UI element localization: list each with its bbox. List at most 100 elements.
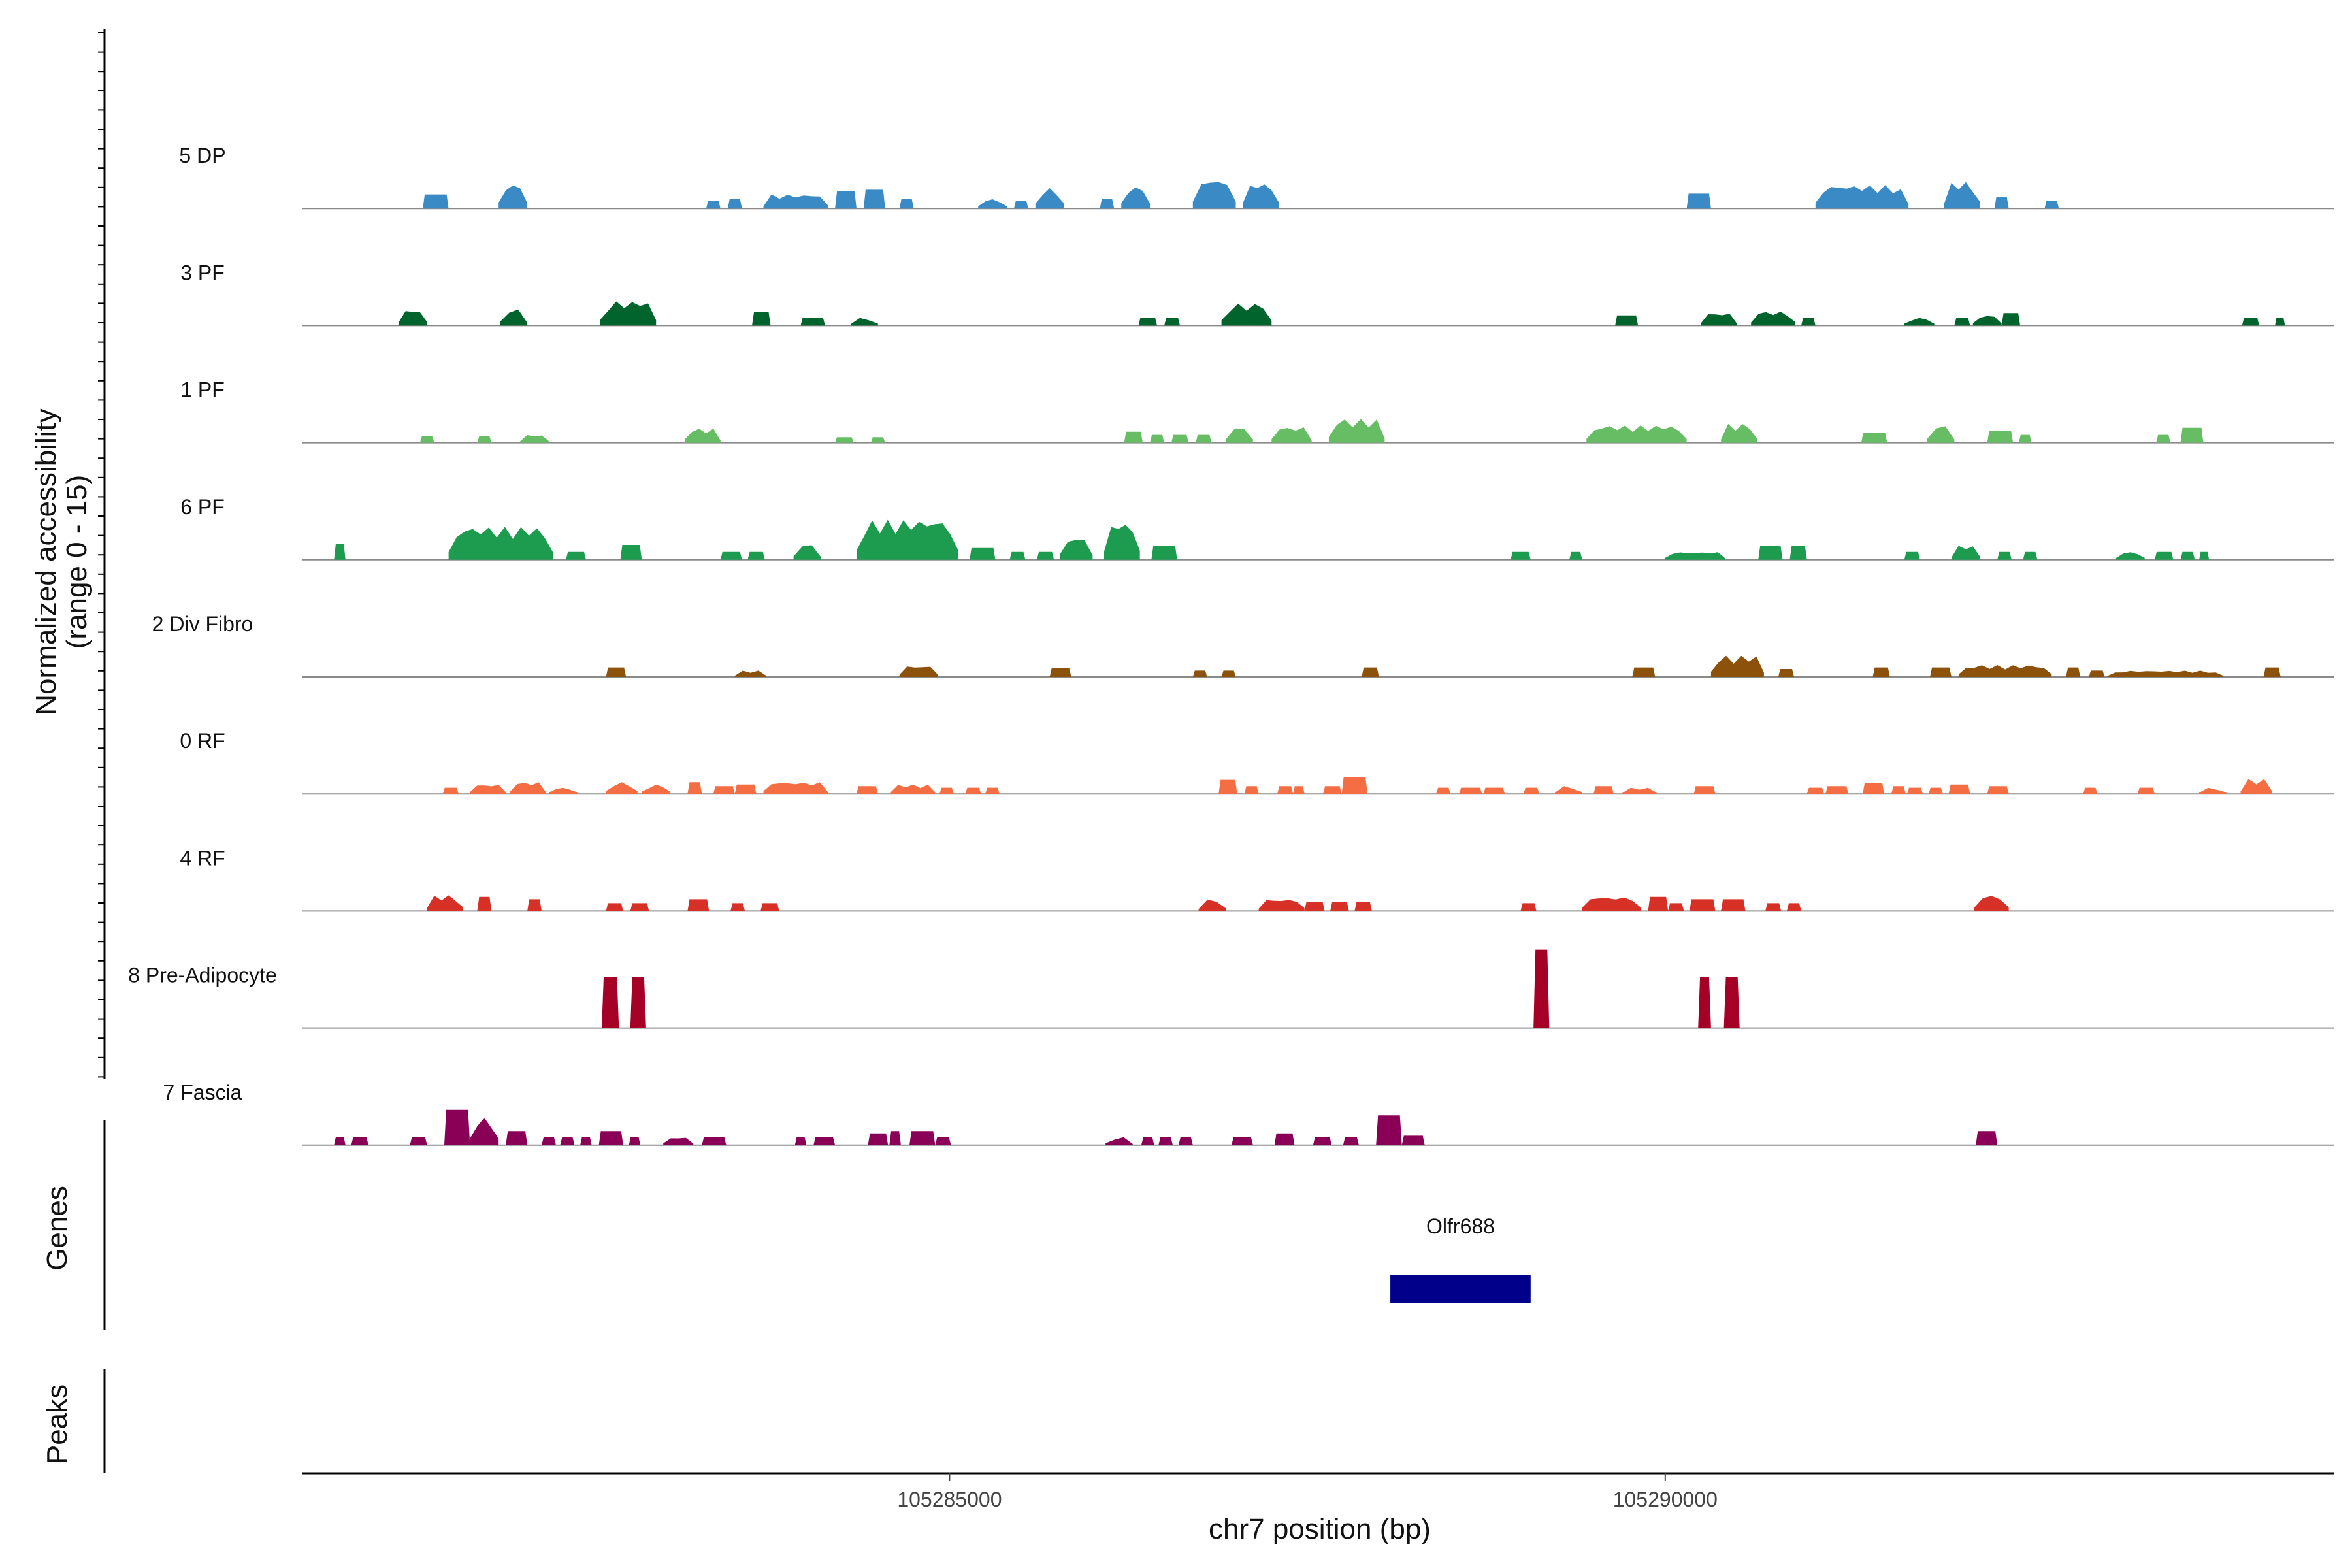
accessibility-peak: [600, 301, 657, 326]
gene-label: Olfr688: [1426, 1215, 1495, 1238]
accessibility-peak: [1801, 318, 1816, 326]
accessibility-peak: [1192, 670, 1207, 677]
track-4-rf: [302, 895, 2334, 912]
track-label: 1 PF: [180, 378, 225, 402]
accessibility-peak: [1274, 1133, 1295, 1145]
accessibility-peak: [527, 899, 542, 911]
track-8-pre-adipocyte: [302, 949, 2334, 1029]
y-axis-range: (range 0 - 15): [61, 475, 93, 649]
accessibility-peak: [1825, 786, 1849, 794]
accessibility-peak: [427, 895, 463, 911]
x-axis: 105285000 105290000: [302, 1472, 2334, 1511]
accessibility-peak: [965, 787, 981, 794]
accessibility-peak: [1218, 779, 1237, 794]
accessibility-peak: [1520, 903, 1537, 911]
accessibility-peak: [448, 527, 553, 560]
accessibility-peak: [1533, 949, 1550, 1028]
accessibility-peak: [1293, 786, 1305, 794]
accessibility-peak: [1313, 1137, 1332, 1145]
track-label: 4 RF: [180, 846, 225, 870]
track-label: 8 Pre-Adipocyte: [128, 964, 277, 987]
accessibility-peak: [868, 1133, 889, 1145]
accessibility-peak: [899, 666, 938, 677]
accessibility-peak: [334, 544, 346, 560]
genes-track: Olfr688: [1390, 1215, 1531, 1303]
accessibility-peak: [793, 545, 821, 560]
accessibility-peak: [1049, 668, 1071, 677]
accessibility-peak: [1221, 303, 1272, 326]
accessibility-peak: [1150, 434, 1164, 443]
accessibility-tracks: [302, 182, 2334, 1146]
accessibility-peak: [909, 1131, 936, 1145]
accessibility-peak: [1710, 655, 1764, 677]
accessibility-peak: [851, 318, 878, 326]
accessibility-peak: [1569, 551, 1582, 560]
accessibility-peak: [1958, 665, 2052, 677]
track-2-div-fibro: [302, 655, 2334, 678]
accessibility-peak: [870, 437, 885, 443]
accessibility-peak: [470, 785, 506, 794]
accessibility-peak: [978, 199, 1007, 209]
accessibility-peak: [1192, 182, 1236, 209]
accessibility-peak: [419, 436, 434, 443]
accessibility-peak: [800, 318, 825, 326]
accessibility-peak: [1035, 188, 1064, 209]
accessibility-peak: [835, 437, 854, 443]
accessibility-peak: [1615, 315, 1639, 326]
accessibility-peak: [813, 1137, 836, 1145]
track-7-fascia: [302, 1109, 2334, 1146]
accessibility-peak: [2156, 434, 2171, 443]
accessibility-peak: [1698, 977, 1711, 1028]
accessibility-peak: [1778, 669, 1794, 677]
accessibility-peak: [1341, 777, 1368, 794]
accessibility-peak: [1815, 185, 1909, 209]
accessibility-peak: [642, 784, 671, 794]
accessibility-peak: [1555, 786, 1582, 794]
accessibility-peak: [2199, 551, 2210, 560]
accessibility-peak: [1258, 900, 1305, 911]
accessibility-peak: [630, 903, 649, 911]
accessibility-peak: [1178, 1137, 1193, 1145]
track-label: 2 Div Fibro: [152, 612, 253, 636]
peaks-track-title: Peaks: [41, 1384, 73, 1464]
accessibility-peak: [477, 896, 492, 911]
track-0-rf: [302, 777, 2334, 795]
accessibility-peak: [334, 1137, 346, 1145]
y-axis-title: Normalized accessibility: [30, 408, 62, 715]
accessibility-peak: [1037, 551, 1054, 560]
accessibility-peak: [520, 434, 549, 443]
accessibility-peak: [1944, 182, 1980, 209]
accessibility-peak: [1013, 201, 1028, 209]
accessibility-peak: [1665, 552, 1725, 560]
accessibility-peak: [1904, 318, 1935, 326]
accessibility-peak: [2275, 318, 2285, 326]
accessibility-peak: [1765, 903, 1782, 911]
accessibility-peak: [1632, 667, 1656, 677]
track-1-pf: [302, 419, 2334, 444]
accessibility-peak: [687, 782, 702, 794]
accessibility-peak: [2107, 670, 2224, 677]
accessibility-peak: [752, 312, 771, 326]
accessibility-peak: [1354, 902, 1372, 911]
accessibility-peak: [1459, 787, 1482, 794]
accessibility-peak: [1376, 1115, 1402, 1145]
accessibility-peak: [1972, 316, 2002, 326]
accessibility-peak: [734, 784, 757, 794]
track-label: 5 DP: [179, 144, 225, 167]
track-3-pf: [302, 301, 2334, 327]
accessibility-peak: [1586, 425, 1687, 443]
track-label: 0 RF: [180, 729, 225, 753]
accessibility-peak: [423, 194, 449, 209]
accessibility-peak: [1951, 546, 1980, 560]
accessibility-peak: [1721, 423, 1757, 443]
accessibility-peak: [763, 194, 828, 209]
accessibility-peak: [2083, 787, 2098, 794]
accessibility-peak: [580, 1137, 592, 1145]
accessibility-peak: [1690, 899, 1716, 911]
accessibility-peak: [506, 1131, 528, 1145]
accessibility-peak: [548, 787, 578, 794]
accessibility-peak: [1158, 1137, 1173, 1145]
accessibility-peak: [498, 185, 528, 209]
accessibility-peak: [1100, 199, 1115, 209]
accessibility-peak: [1221, 670, 1236, 677]
